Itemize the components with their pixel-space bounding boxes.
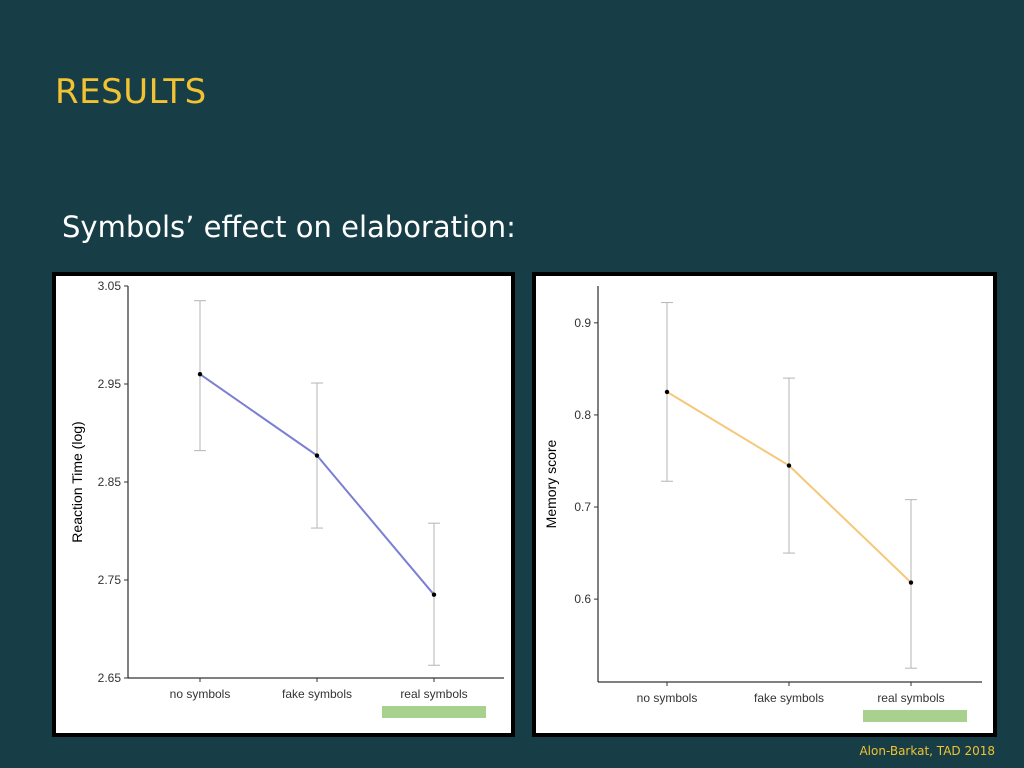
y-tick-label: 0.6	[574, 592, 591, 606]
x-tick-label: fake symbols	[282, 687, 352, 701]
x-tick-label: no symbols	[170, 687, 231, 701]
y-tick-label: 3.05	[98, 279, 122, 293]
x-tick-label: real symbols	[400, 687, 467, 701]
highlight-bar	[863, 710, 967, 722]
y-tick-label: 0.8	[574, 408, 591, 422]
slide-subtitle: Symbols’ effect on elaboration:	[62, 210, 516, 244]
memory-score-chart: 0.6 0.7 0.8 0.9 no symbols fake symbols real s…	[543, 286, 982, 722]
data-point	[314, 453, 320, 458]
slide-credit: Alon-Barkat, TAD 2018	[859, 744, 995, 758]
y-tick-label: 2.65	[98, 671, 122, 685]
y-tick-label: 2.85	[98, 475, 122, 489]
data-point	[664, 389, 670, 395]
data-point	[431, 592, 437, 597]
y-tick-label: 2.75	[98, 573, 122, 587]
y-tick-label: 0.7	[574, 500, 591, 514]
x-tick-label: real symbols	[877, 691, 944, 705]
data-point	[786, 463, 792, 468]
data-point	[197, 372, 203, 377]
y-axis-title: Memory score	[543, 439, 559, 528]
reaction-time-chart: 2.65 2.75 2.85 2.95 3.05 no symbols fake symbo…	[69, 279, 504, 718]
x-tick-label: no symbols	[637, 691, 698, 705]
y-tick-label: 2.95	[98, 377, 122, 391]
data-point	[908, 580, 914, 585]
y-tick-label: 0.9	[574, 316, 591, 330]
reaction-time-chart-panel: 2.65 2.75 2.85 2.95 3.05 no symbols fake symbo…	[52, 272, 515, 737]
y-axis-title: Reaction Time (log)	[69, 421, 85, 542]
x-tick-label: fake symbols	[754, 691, 824, 705]
memory-score-chart-panel: 0.6 0.7 0.8 0.9 no symbols fake symbols real s…	[532, 272, 997, 737]
highlight-bar	[382, 706, 486, 718]
slide-title: RESULTS	[55, 72, 207, 112]
